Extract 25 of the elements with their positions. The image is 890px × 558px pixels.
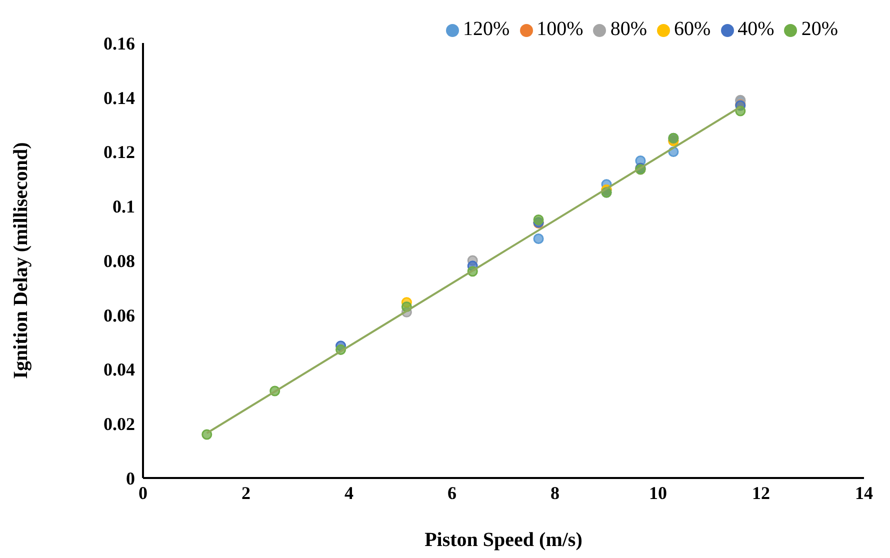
legend-label: 120%	[462, 18, 510, 40]
y-tick-label: 0.1	[112, 196, 135, 217]
x-tick-label: 8	[550, 482, 560, 503]
x-tick-label: 12	[752, 482, 770, 503]
y-tick-label: 0.04	[104, 360, 135, 380]
x-axis-title: Piston Speed (m/s)	[424, 529, 582, 551]
legend-label: 60%	[674, 18, 711, 40]
y-tick-label: 0	[126, 468, 135, 488]
y-tick-label: 0.02	[104, 414, 135, 434]
x-tick-label: 0	[138, 482, 148, 503]
y-tick-label: 0.06	[104, 305, 135, 326]
x-tick-label: 4	[344, 482, 354, 503]
legend-label: 20%	[801, 18, 838, 40]
x-tick-label: 14	[855, 482, 873, 503]
x-tick-label: 10	[649, 482, 667, 503]
legend-label: 40%	[738, 18, 774, 40]
x-tick-label: 2	[242, 482, 250, 503]
y-tick-label: 0.16	[104, 33, 135, 54]
y-tick-label: 0.12	[104, 142, 135, 162]
y-tick-label: 0.08	[104, 250, 135, 271]
legend-label: 100%	[536, 18, 584, 40]
x-tick-label: 6	[448, 482, 456, 503]
y-axis-title: Ignition Delay (millisecond)	[10, 142, 32, 379]
y-tick-label: 0.14	[104, 88, 135, 108]
legend-label: 80%	[610, 18, 647, 40]
